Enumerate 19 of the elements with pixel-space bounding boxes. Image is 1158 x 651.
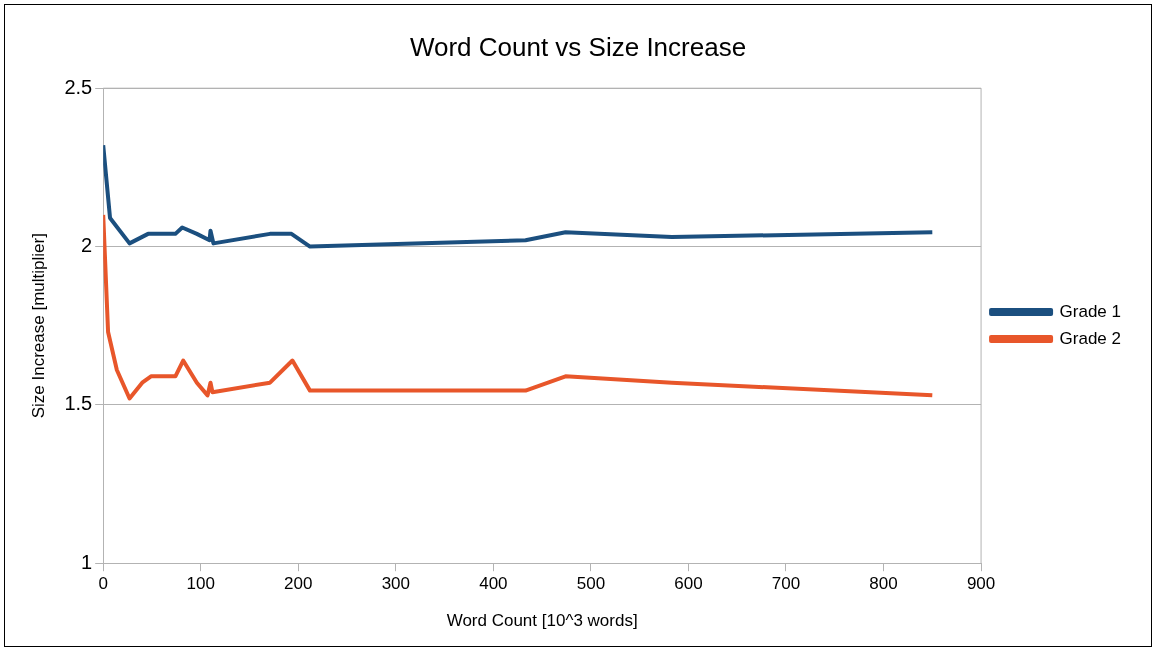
legend-label: Grade 1 <box>1059 301 1122 321</box>
y-tick-label: 2.5 <box>64 75 93 98</box>
y-tick-label: 1 <box>81 550 93 573</box>
legend-label: Grade 2 <box>1059 328 1122 348</box>
y-tick-label: 1.5 <box>64 392 93 415</box>
x-tick-label: 300 <box>381 574 411 594</box>
y-axis-title: Size Increase [multiplier] <box>28 233 48 419</box>
x-tick-label: 600 <box>674 574 703 594</box>
x-tick-label: 200 <box>284 574 313 594</box>
x-tick-label: 100 <box>186 574 215 594</box>
x-tick-label: 400 <box>479 574 508 594</box>
x-tick-label: 500 <box>576 574 606 594</box>
x-tick-label: 900 <box>966 574 996 594</box>
chart-title: Word Count vs Size Increase <box>409 31 747 62</box>
x-axis-title: Word Count [10^3 words] <box>446 611 638 631</box>
x-tick-label: 800 <box>869 574 898 594</box>
y-tick-label: 2 <box>81 234 93 257</box>
x-tick-label: 700 <box>771 574 801 594</box>
x-tick-label: 0 <box>98 574 108 594</box>
